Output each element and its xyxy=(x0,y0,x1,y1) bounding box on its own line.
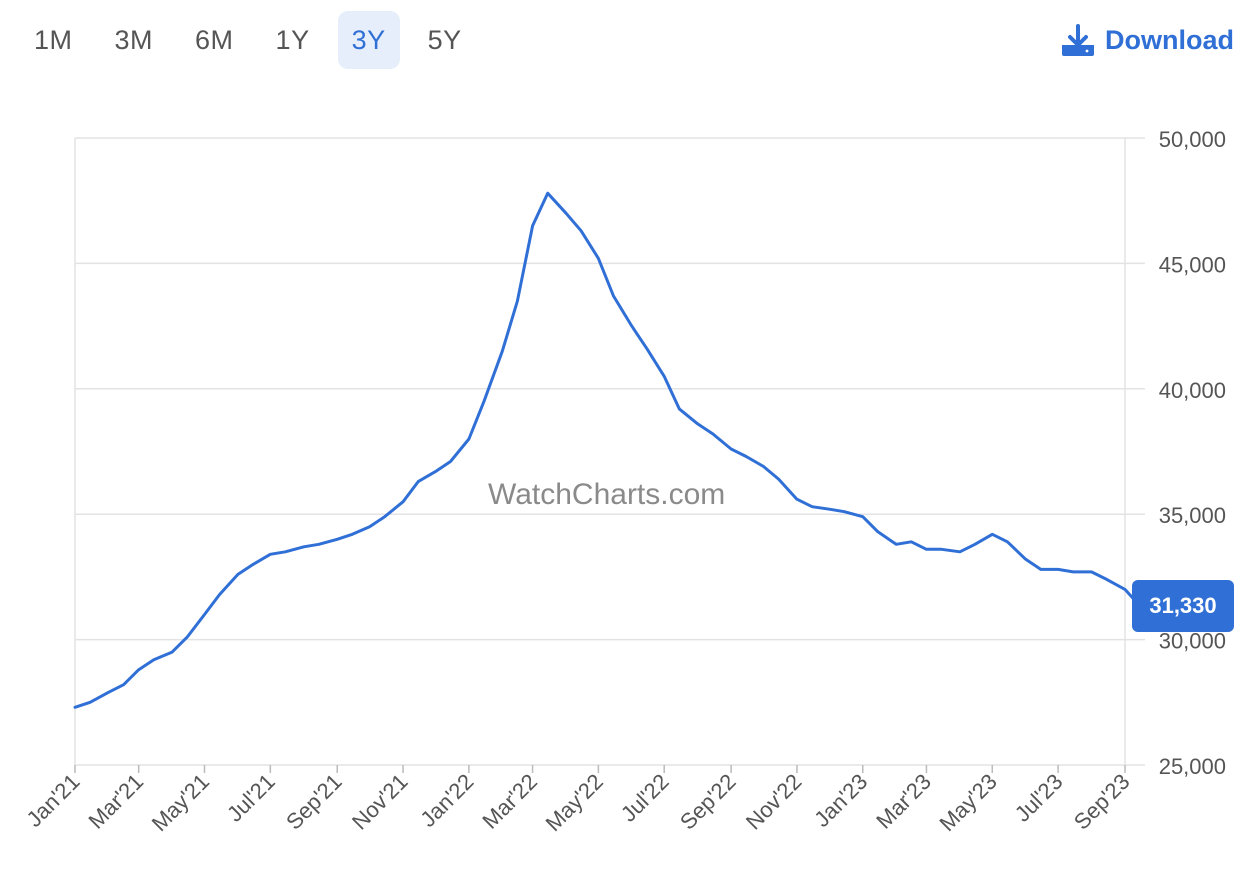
x-tick-label: Jan'22 xyxy=(415,769,478,832)
x-tick-label: Jan'21 xyxy=(21,769,84,832)
y-tick-label: 25,000 xyxy=(1159,754,1226,779)
y-tick-label: 30,000 xyxy=(1159,629,1226,654)
x-tick-label: May'23 xyxy=(934,769,1001,836)
x-tick-label: Jan'23 xyxy=(809,769,872,832)
x-tick-label: Mar'21 xyxy=(83,769,148,834)
x-tick-label: Jul'21 xyxy=(222,769,280,827)
x-tick-label: Sep'22 xyxy=(675,769,741,835)
range-tab-5y[interactable]: 5Y xyxy=(427,25,462,55)
x-tick-label: Nov'21 xyxy=(347,769,413,835)
range-tab-6m[interactable]: 6M xyxy=(195,25,234,55)
watermark: WatchCharts.com xyxy=(488,478,726,511)
y-tick-label: 50,000 xyxy=(1159,127,1226,152)
x-tick-label: Jul'22 xyxy=(616,769,674,827)
x-tick-label: Mar'23 xyxy=(871,769,936,834)
y-tick-label: 40,000 xyxy=(1159,378,1226,403)
x-tick-label: Jul'23 xyxy=(1010,769,1068,827)
download-label: Download xyxy=(1105,24,1234,55)
x-tick-label: Mar'22 xyxy=(477,769,542,834)
range-tab-3y[interactable]: 3Y xyxy=(337,11,400,69)
download-button[interactable]: Download xyxy=(1061,18,1234,62)
range-tab-1y[interactable]: 1Y xyxy=(275,25,310,55)
range-tabs: 1M 3M 6M 1Y 3Y 5Y xyxy=(20,11,476,69)
y-tick-label: 35,000 xyxy=(1159,503,1226,528)
range-tab-3m[interactable]: 3M xyxy=(114,25,154,55)
range-tab-1m[interactable]: 1M xyxy=(34,25,73,55)
x-tick-label: May'22 xyxy=(541,769,608,836)
download-icon xyxy=(1061,23,1095,57)
x-tick-label: May'21 xyxy=(147,769,214,836)
x-tick-label: Sep'23 xyxy=(1069,769,1135,835)
y-tick-label: 45,000 xyxy=(1159,252,1226,277)
price-series-line xyxy=(73,191,1142,709)
current-price-badge: 31,330 xyxy=(1132,580,1234,632)
x-tick-label: Sep'21 xyxy=(281,769,347,835)
x-tick-label: Nov'22 xyxy=(741,769,807,835)
